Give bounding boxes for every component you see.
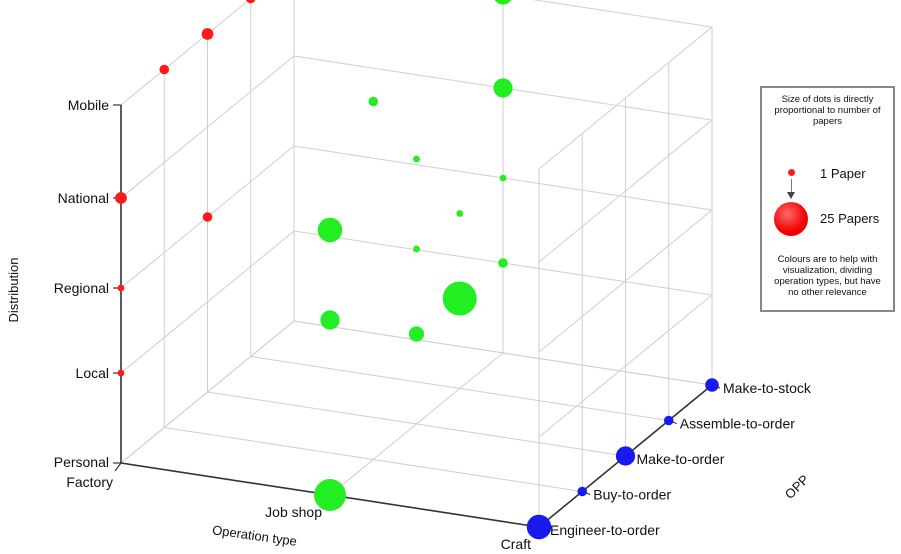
data-point <box>413 245 420 253</box>
data-point <box>526 514 552 540</box>
z-tick-label: Engineer-to-order <box>550 522 660 538</box>
data-point <box>115 192 127 204</box>
legend-arrow <box>791 179 792 195</box>
axis-lines <box>113 104 721 536</box>
data-point <box>442 281 477 316</box>
z-tick-label: Make-to-order <box>637 451 725 467</box>
grid-lines <box>120 0 713 528</box>
data-point <box>413 155 420 163</box>
z-axis-title: OPP <box>782 472 812 502</box>
x-tick-mark <box>114 462 122 472</box>
grid-line <box>120 230 295 374</box>
data-point <box>408 326 425 342</box>
data-point <box>705 378 719 392</box>
data-point <box>159 64 170 75</box>
y-tick-label: Regional <box>54 280 109 296</box>
data-point <box>456 210 464 217</box>
y-tick-label: National <box>58 190 109 206</box>
data-point <box>314 479 346 511</box>
y-axis-title: Distribution <box>6 257 21 322</box>
z-tick-label: Buy-to-order <box>593 487 671 503</box>
data-point <box>663 415 674 426</box>
grid-line <box>532 0 713 28</box>
legend-header: Size of dots is directly proportional to… <box>774 94 881 127</box>
legend: Size of dots is directly proportional to… <box>760 86 895 312</box>
data-points <box>115 0 719 540</box>
data-point <box>493 78 513 98</box>
data-point <box>498 258 508 268</box>
data-point <box>201 28 214 40</box>
grid-line <box>207 391 626 457</box>
data-point <box>615 446 636 466</box>
y-tick-label: Local <box>76 365 109 381</box>
grid-line <box>120 55 295 199</box>
grid-line <box>538 119 713 263</box>
legend-arrowhead-icon <box>787 192 795 199</box>
data-point <box>117 369 125 377</box>
legend-large-label: 25 Papers <box>820 211 880 226</box>
data-point <box>368 96 379 107</box>
x-tick-label: Factory <box>66 474 113 490</box>
data-point <box>202 212 213 222</box>
grid-line <box>293 320 713 386</box>
data-point <box>494 0 512 5</box>
tick-labels: Personal Local Regional National Mobile Facto… <box>54 97 812 552</box>
data-point <box>246 0 256 4</box>
data-point <box>117 284 125 292</box>
grid-line <box>538 294 713 438</box>
data-point <box>499 174 507 182</box>
grid-line <box>538 209 713 353</box>
legend-small-dot <box>788 169 795 176</box>
grid-line <box>538 26 713 170</box>
z-tick-label: Make-to-stock <box>723 380 812 396</box>
y-tick-label: Personal <box>54 454 109 470</box>
grid-line <box>250 356 669 421</box>
data-point <box>577 486 588 497</box>
data-point <box>317 217 343 243</box>
y-tick-label: Mobile <box>68 97 109 113</box>
x-axis-title: Operation type <box>211 522 298 549</box>
z-tick-label: Assemble-to-order <box>680 416 795 432</box>
grid-line <box>164 427 583 492</box>
legend-small-label: 1 Paper <box>820 166 866 181</box>
x-tick-label: Job shop <box>265 504 322 520</box>
legend-footer: Colours are to help with visualization, … <box>774 254 881 298</box>
legend-large-dot <box>774 202 808 236</box>
data-point <box>320 310 340 330</box>
x-tick-label: Craft <box>501 536 531 552</box>
